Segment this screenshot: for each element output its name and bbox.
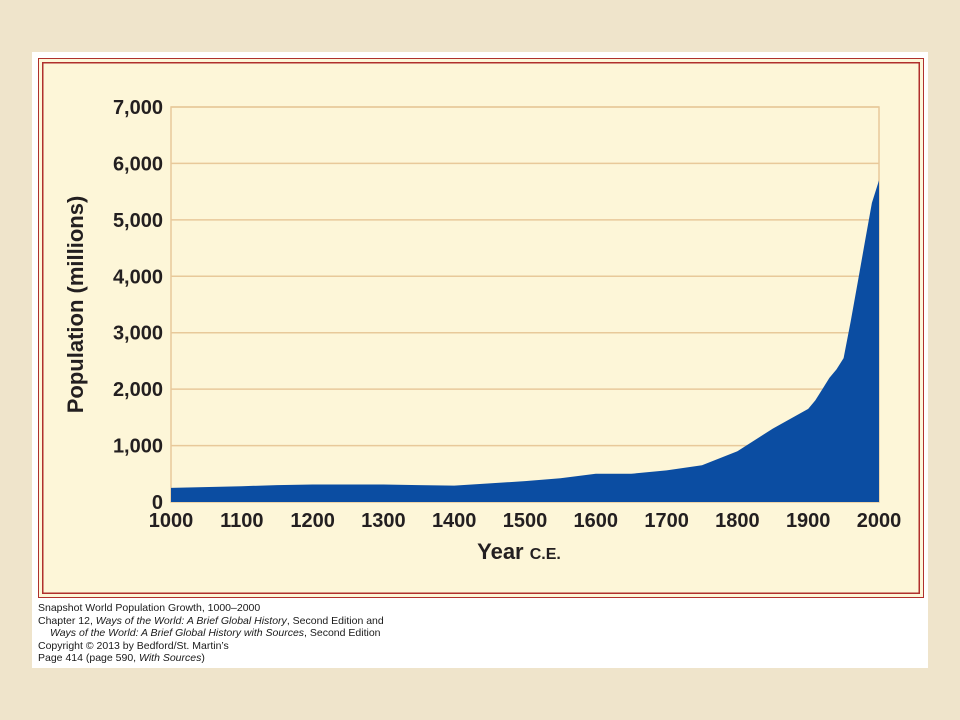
credit-line-1: Snapshot World Population Growth, 1000–2… — [38, 602, 261, 614]
population-chart: 0 1,000 2,000 3,000 4,000 5,000 6,000 7,000 1000… — [63, 97, 902, 564]
x-tick-label: 1700 — [644, 510, 689, 532]
y-tick-label: 1,000 — [113, 436, 163, 458]
x-tick-label: 2000 — [857, 510, 902, 532]
credit-line-5: Page 414 (page 590, With Sources) — [38, 652, 205, 665]
y-axis-label: Population (millions) — [63, 196, 88, 414]
credits: Snapshot World Population Growth, 1000–2… — [32, 602, 928, 665]
y-tick-label: 6,000 — [113, 153, 163, 175]
x-tick-label: 1900 — [786, 510, 831, 532]
population-area — [171, 180, 879, 502]
y-tick-label: 5,000 — [113, 210, 163, 232]
x-tick-label: 1600 — [574, 510, 619, 532]
x-tick-label: 1400 — [432, 510, 477, 532]
credit-line-4: Copyright © 2013 by Bedford/St. Martin’s — [38, 639, 229, 652]
credit-line-3: Ways of the World: A Brief Global Histor… — [50, 627, 381, 640]
y-tick-label: 7,000 — [113, 97, 163, 119]
y-tick-label: 3,000 — [113, 323, 163, 345]
x-tick-label: 1200 — [290, 510, 335, 532]
x-tick-label: 1500 — [503, 510, 548, 532]
x-tick-label: 1300 — [361, 510, 406, 532]
credit-line-2: Chapter 12, Ways of the World: A Brief G… — [38, 614, 384, 627]
y-tick-label: 4,000 — [113, 266, 163, 288]
slide: 0 1,000 2,000 3,000 4,000 5,000 6,000 7,000 1000… — [32, 52, 928, 668]
x-axis-label: Year C.E. — [477, 539, 561, 564]
x-tick-label: 1000 — [149, 510, 194, 532]
x-tick-label: 1800 — [715, 510, 760, 532]
figure-panel: 0 1,000 2,000 3,000 4,000 5,000 6,000 7,000 1000… — [38, 58, 924, 598]
y-tick-label: 2,000 — [113, 379, 163, 401]
x-tick-label: 1100 — [220, 510, 263, 532]
y-tick-label: 0 — [152, 492, 163, 514]
